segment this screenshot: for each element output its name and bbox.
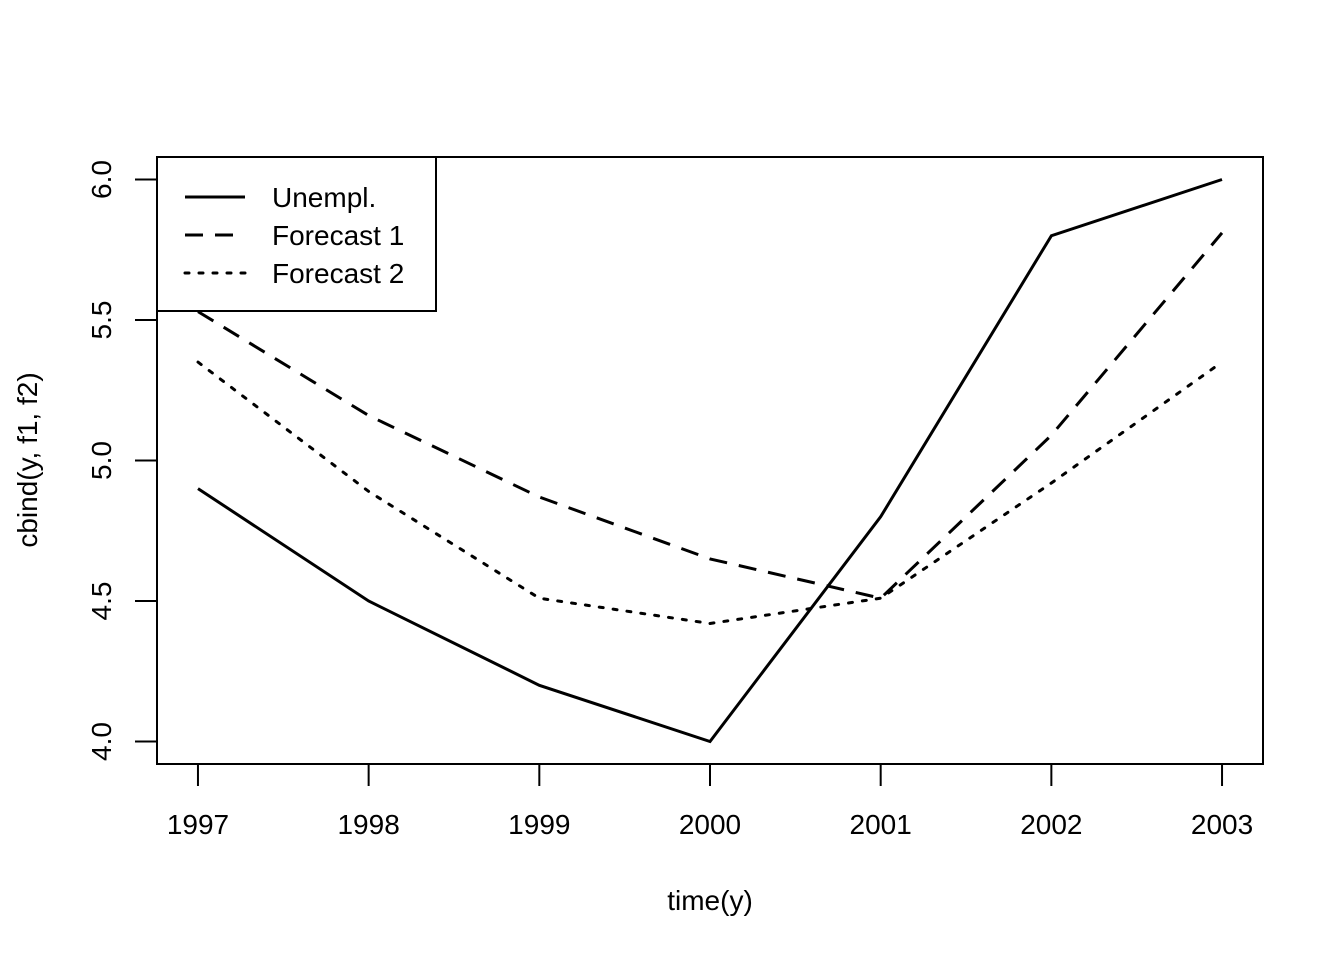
y-axis-title: cbind(y, f1, f2) <box>12 372 43 547</box>
x-tick-label: 2002 <box>1020 809 1082 840</box>
series-line-3 <box>196 360 1224 626</box>
y-tick-label: 4.5 <box>86 582 117 621</box>
legend-label: Forecast 2 <box>272 258 404 289</box>
y-tick-label: 5.5 <box>86 301 117 340</box>
y-tick-label: 6.0 <box>86 160 117 199</box>
x-tick-label: 2001 <box>850 809 912 840</box>
series-layer <box>196 178 1224 744</box>
legend: Unempl. Forecast 1 Forecast 2 <box>156 156 437 312</box>
x-tick-label: 1997 <box>167 809 229 840</box>
x-tick-label: 2003 <box>1191 809 1253 840</box>
legend-label: Forecast 1 <box>272 220 404 251</box>
x-tick-label: 1999 <box>508 809 570 840</box>
series-line-1 <box>197 178 1223 744</box>
y-tick-label: 5.0 <box>86 441 117 480</box>
legend-box <box>156 156 437 312</box>
y-axis: 4.0 4.5 5.0 5.5 6.0 <box>86 160 158 761</box>
y-tick-label: 4.0 <box>86 722 117 761</box>
x-tick-label: 1998 <box>337 809 399 840</box>
x-axis-title: time(y) <box>667 885 753 916</box>
x-axis: 1997 1998 1999 2000 2001 2002 2003 <box>167 763 1253 840</box>
x-tick-label: 2000 <box>679 809 741 840</box>
series-line-2 <box>197 231 1224 600</box>
legend-label: Unempl. <box>272 182 376 213</box>
